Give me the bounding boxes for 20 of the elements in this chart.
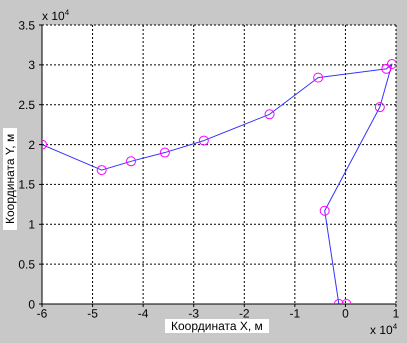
x-tick-label: -3: [188, 306, 200, 321]
y-tick-label: 3.5: [18, 18, 36, 32]
x-axis-title: Координата X, м: [165, 319, 269, 333]
x-tick-label: 1: [392, 306, 400, 321]
y-axis-title: Координата Y, м: [3, 128, 17, 230]
text: x 10$^{4}$: [370, 322, 398, 337]
y-tick-label: 2.5: [18, 98, 36, 112]
y-tick-label: 0.5: [18, 257, 36, 272]
y-tick-label: 3: [28, 58, 36, 72]
y-tick-label: 2: [28, 138, 36, 152]
text: x 10$^{4}$: [42, 8, 70, 23]
x-tick-label: -6: [36, 306, 48, 321]
x-tick-label: -2: [238, 306, 250, 321]
y-tick-label: 1.5: [18, 178, 36, 192]
y-tick-label: 0: [28, 297, 36, 312]
x-tick-label: 0: [342, 306, 350, 321]
x-tick-label: -5: [87, 306, 98, 321]
y-tick-label: 1: [28, 218, 36, 232]
x-tick-label: -4: [138, 306, 149, 321]
x-tick-label: -1: [290, 306, 301, 321]
